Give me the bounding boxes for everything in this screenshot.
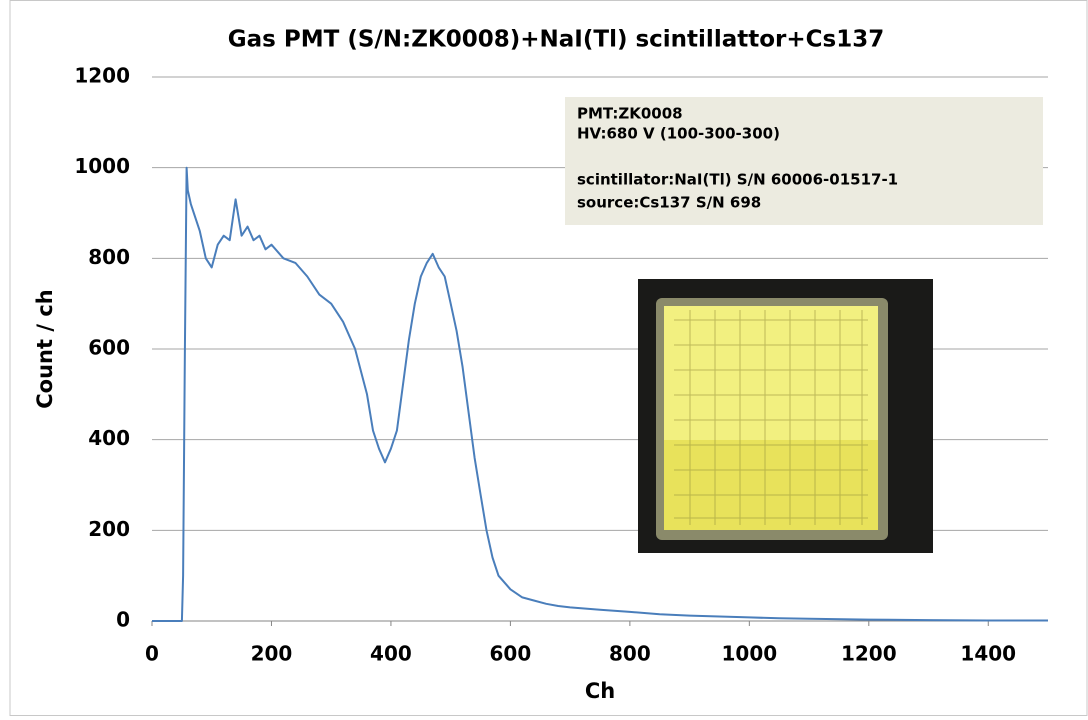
y-tick-label: 0 <box>116 608 130 632</box>
y-tick-label: 1200 <box>74 64 130 88</box>
plot <box>152 166 1048 622</box>
photo <box>638 279 933 553</box>
x-tick-label: 600 <box>490 642 532 666</box>
x-tick-label: 400 <box>370 642 412 666</box>
y-axis-label: Count / ch <box>33 289 57 408</box>
grid: 0 200 400 600 800 1000 1200 0 200 400 600 800 1000 12… <box>74 64 1048 666</box>
annotation-text: PMT:ZK0008 <box>577 105 683 123</box>
annotation-text: source:Cs137 S/N 698 <box>577 194 761 212</box>
x-tick-label: 1400 <box>960 642 1016 666</box>
y-tick-label: 800 <box>88 245 130 269</box>
chart-title: Gas PMT (S/N:ZK0008)+NaI(Tl) scintillatt… <box>228 27 884 53</box>
x-axis-label: Ch <box>585 679 615 703</box>
y-tick-label: 1000 <box>74 154 130 178</box>
y-tick-label: 200 <box>88 517 130 541</box>
annotation: PMT:ZK0008 HV:680 V (100-300-300) scintill… <box>577 105 898 212</box>
y-tick-label: 600 <box>88 336 130 360</box>
annotation-box <box>565 97 1043 225</box>
x-tick-label: 200 <box>251 642 293 666</box>
annotation-text: scintillator:NaI(Tl) S/N 60006-01517-1 <box>577 171 898 189</box>
data-line <box>152 166 1048 622</box>
annotation-text: HV:680 V (100-300-300) <box>577 125 780 143</box>
x-tick-label: 800 <box>609 642 651 666</box>
x-tick-label: 0 <box>145 642 159 666</box>
x-tick-label: 1200 <box>841 642 897 666</box>
x-tick-label: 1000 <box>721 642 777 666</box>
y-tick-label: 400 <box>88 426 130 450</box>
